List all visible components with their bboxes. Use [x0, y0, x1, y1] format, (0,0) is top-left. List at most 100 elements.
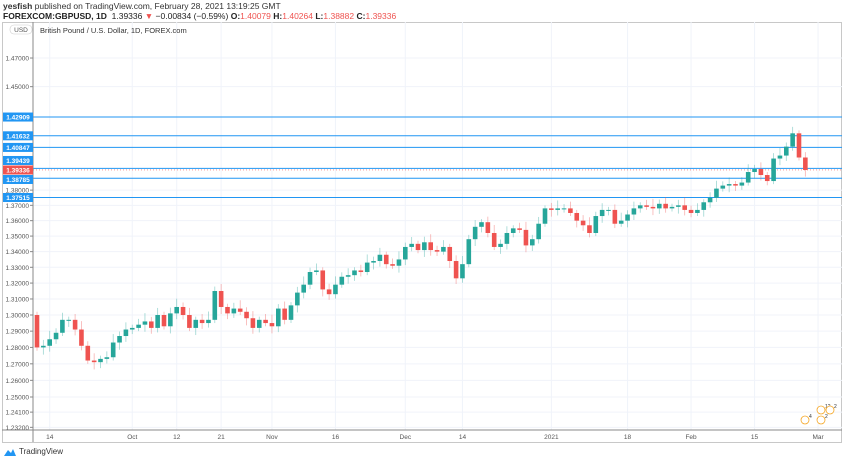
- candle-up: [561, 208, 567, 210]
- candle-down: [523, 229, 529, 246]
- candle-up: [695, 209, 700, 213]
- candle-up: [256, 319, 262, 328]
- candle-down: [415, 243, 421, 251]
- candle-up: [66, 319, 72, 321]
- price-line-label-bg: [3, 192, 33, 202]
- candle-down: [218, 291, 224, 307]
- footer-brand[interactable]: TradingView: [19, 447, 64, 456]
- price-tick-label: 1.28000: [6, 345, 30, 352]
- candle-down: [650, 206, 656, 209]
- candle-up: [396, 259, 402, 266]
- candle-up: [460, 264, 465, 279]
- candle-down: [225, 306, 230, 314]
- candle-up: [168, 313, 173, 327]
- candle-down: [149, 321, 154, 328]
- price-tick-label: 1.45000: [6, 84, 30, 91]
- last-price-label: 1.39336: [6, 167, 30, 174]
- time-tick-label: 12: [173, 434, 181, 441]
- candle-down: [663, 203, 668, 209]
- legend-title: British Pound / U.S. Dollar, 1D, FOREX.c…: [40, 26, 187, 35]
- candle-down: [574, 212, 580, 221]
- event-flag-icon: [800, 415, 810, 425]
- candle-up: [676, 205, 681, 207]
- candle-up: [542, 208, 548, 224]
- candle-down: [568, 208, 573, 213]
- candle-up: [110, 342, 116, 358]
- candle-up: [504, 232, 510, 244]
- author[interactable]: yesfish: [3, 1, 33, 11]
- candle-up: [345, 275, 351, 277]
- time-tick-label: 14: [459, 434, 467, 441]
- candle-up: [530, 239, 535, 246]
- candle-down: [758, 169, 764, 176]
- candle-up: [707, 197, 713, 203]
- price-tick-label: 1.36000: [6, 218, 30, 225]
- candle-up: [790, 133, 795, 147]
- price-tick-label: 1.32000: [6, 281, 30, 288]
- candle-up: [409, 243, 414, 247]
- candle-up: [276, 308, 281, 327]
- close-value: 1.39336: [365, 11, 397, 21]
- candle-up: [98, 358, 103, 363]
- time-tick-label: Mar: [812, 434, 824, 441]
- candle-down: [237, 308, 243, 312]
- candle-up: [301, 284, 306, 293]
- candle-up: [403, 246, 408, 260]
- candle-up: [155, 315, 160, 328]
- price-line-label: 1.39439: [6, 158, 30, 165]
- candle-up: [231, 308, 237, 314]
- open-value: 1.40079: [240, 11, 271, 21]
- price-tick-label: 1.24100: [6, 410, 30, 417]
- candle-up: [129, 327, 135, 330]
- candlestick-chart[interactable]: 1.47000 1.45000 1.38000 1.37000 1.36000 1.350…: [0, 0, 844, 446]
- price-tick-label: 1.25000: [6, 395, 30, 402]
- candle-up: [295, 292, 300, 306]
- candle-down: [269, 323, 275, 327]
- candle-up: [174, 306, 179, 314]
- candle-up: [333, 284, 338, 295]
- currency-badge-label: USD: [14, 27, 28, 34]
- price-line-label: 1.41632: [6, 133, 30, 140]
- time-tick-label: 14: [46, 434, 54, 441]
- candle-up: [47, 339, 52, 346]
- candle-down: [682, 205, 687, 210]
- time-tick-label: 21: [218, 434, 226, 441]
- candle-down: [383, 254, 389, 265]
- candle-up: [637, 205, 643, 209]
- candle-up: [777, 155, 783, 159]
- price-tick-label: 1.33000: [6, 265, 30, 272]
- candle-down: [688, 209, 694, 213]
- candle-up: [669, 206, 675, 209]
- candle-up: [771, 158, 776, 182]
- price-change: −0.00834 (−0.59%): [155, 11, 229, 21]
- candle-up: [142, 321, 148, 325]
- candle-down: [587, 225, 592, 233]
- open-label: O:: [230, 11, 241, 21]
- price-line-label: 1.40847: [6, 145, 30, 152]
- price-tick-label: 1.29000: [6, 329, 30, 336]
- candle-up: [314, 270, 319, 273]
- time-tick-label: Oct: [127, 434, 137, 441]
- candle-down: [612, 209, 618, 224]
- candle-up: [479, 222, 484, 227]
- candle-up: [472, 226, 478, 240]
- price-tick-label: 1.38000: [6, 188, 30, 195]
- price-line-label-bg: [3, 155, 33, 165]
- candle-up: [41, 345, 46, 348]
- candle-up: [625, 214, 630, 221]
- price-line-label: 1.38785: [6, 177, 30, 184]
- candle-up: [536, 223, 541, 240]
- price-line-label-bg: [3, 112, 33, 122]
- candle-up: [288, 305, 294, 320]
- price-line-label-bg: [3, 142, 33, 152]
- candle-down: [796, 133, 802, 158]
- candle-down: [733, 184, 738, 186]
- candle-up: [498, 243, 503, 247]
- currency-badge[interactable]: [9, 24, 33, 35]
- price-tick-label: 1.23200: [6, 425, 30, 432]
- time-tick-label: Dec: [400, 434, 412, 441]
- candle-down: [79, 329, 84, 346]
- candle-up: [212, 291, 218, 320]
- candle-up: [555, 208, 560, 210]
- symbol-info: FOREXCOM:GBPUSD, 1D 1.39336 ▼ −0.00834 (…: [3, 11, 396, 21]
